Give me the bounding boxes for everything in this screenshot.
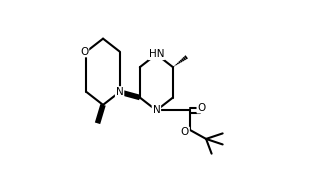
Text: O: O (80, 47, 89, 56)
Text: N: N (116, 87, 123, 97)
Text: N: N (153, 105, 160, 115)
Text: O: O (197, 103, 206, 113)
Text: O: O (181, 128, 189, 137)
Text: HN: HN (149, 49, 164, 59)
